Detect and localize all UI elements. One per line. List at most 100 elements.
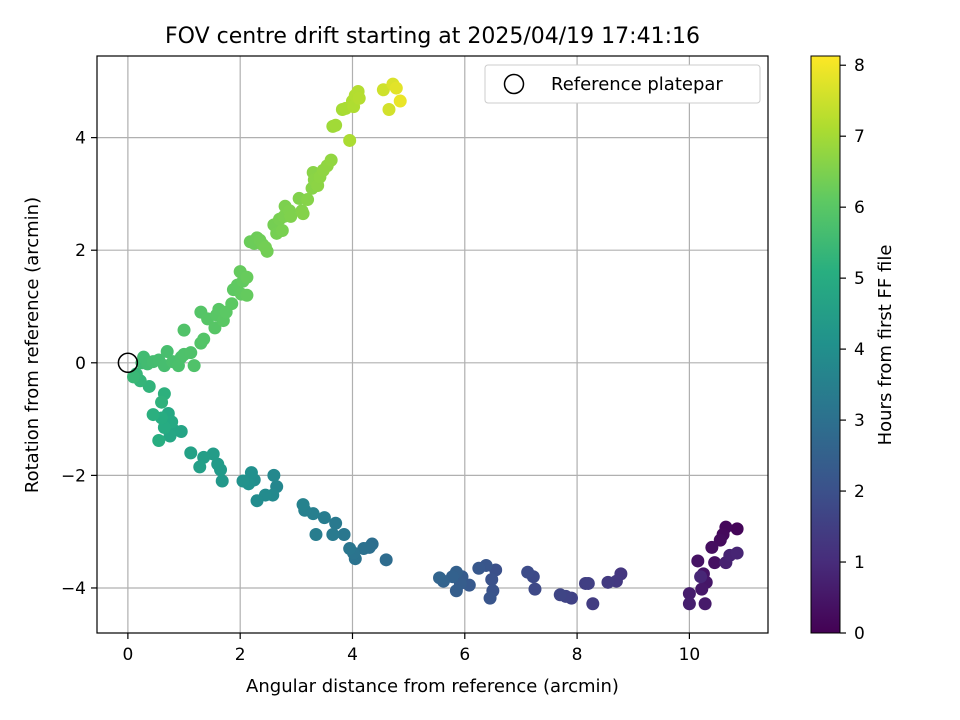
data-point bbox=[225, 297, 239, 311]
data-point bbox=[324, 153, 338, 167]
data-point bbox=[379, 553, 393, 567]
data-point bbox=[730, 546, 744, 560]
data-point bbox=[376, 83, 390, 97]
data-point bbox=[240, 288, 254, 302]
colorbar-tick-label: 8 bbox=[854, 56, 865, 76]
data-point bbox=[146, 408, 160, 422]
colorbar-tick-label: 3 bbox=[854, 411, 865, 431]
data-point bbox=[326, 527, 340, 541]
data-point bbox=[258, 240, 272, 254]
data-point bbox=[389, 81, 403, 95]
colorbar-tick-label: 6 bbox=[854, 198, 865, 218]
colorbar-gradient bbox=[810, 55, 841, 634]
colorbar-label: Hours from first FF file bbox=[875, 245, 896, 446]
plot-frame bbox=[96, 55, 769, 634]
data-point bbox=[472, 561, 486, 575]
data-point bbox=[485, 573, 499, 587]
data-point bbox=[691, 554, 705, 568]
data-point bbox=[730, 522, 744, 536]
data-point bbox=[211, 457, 225, 471]
y-tick-label: −2 bbox=[61, 466, 86, 486]
data-point bbox=[528, 582, 542, 596]
data-point bbox=[208, 321, 222, 335]
data-point bbox=[705, 540, 719, 554]
colorbar: 0 1 2 3 4 5 6 7 8 Hours from first FF file bbox=[810, 55, 896, 644]
grid bbox=[97, 56, 768, 633]
data-point bbox=[296, 207, 310, 221]
data-point bbox=[601, 575, 615, 589]
colorbar-tick-label: 5 bbox=[854, 269, 865, 289]
data-point bbox=[698, 597, 712, 611]
data-point bbox=[184, 446, 198, 460]
data-point bbox=[317, 511, 331, 525]
x-tick-label: 10 bbox=[679, 645, 701, 665]
data-point bbox=[275, 224, 289, 238]
x-tick-label: 2 bbox=[235, 645, 246, 665]
data-point bbox=[586, 597, 600, 611]
colorbar-tick-label: 0 bbox=[854, 624, 865, 644]
data-point bbox=[236, 474, 250, 488]
x-tick-label: 0 bbox=[122, 645, 133, 665]
data-point bbox=[357, 542, 371, 556]
data-point bbox=[713, 533, 727, 547]
x-tick-label: 4 bbox=[347, 645, 358, 665]
data-point bbox=[682, 587, 696, 601]
data-point bbox=[694, 570, 708, 584]
x-tick-label: 8 bbox=[572, 645, 583, 665]
data-point bbox=[250, 494, 264, 508]
data-point bbox=[152, 433, 166, 447]
scatter-points bbox=[126, 77, 744, 611]
colorbar-ticks: 0 1 2 3 4 5 6 7 8 bbox=[840, 56, 865, 644]
data-point bbox=[343, 542, 357, 556]
y-axis-label: Rotation from reference (arcmin) bbox=[22, 197, 43, 493]
data-point bbox=[352, 91, 366, 105]
data-point bbox=[393, 94, 407, 108]
legend-marker bbox=[503, 73, 525, 95]
data-point bbox=[483, 591, 497, 605]
data-point bbox=[193, 460, 207, 474]
colorbar-tick-label: 7 bbox=[854, 127, 865, 147]
data-point bbox=[197, 332, 211, 346]
data-point bbox=[177, 323, 191, 337]
data-point bbox=[240, 270, 254, 284]
data-point bbox=[267, 468, 281, 482]
data-point bbox=[682, 597, 696, 611]
legend-box bbox=[484, 64, 761, 104]
y-axis-ticks: −4 −2 0 2 4 bbox=[61, 129, 97, 599]
x-tick-label: 6 bbox=[459, 645, 470, 665]
data-point bbox=[215, 474, 229, 488]
data-point bbox=[329, 516, 343, 530]
reference-marker bbox=[117, 352, 139, 374]
data-point bbox=[337, 527, 351, 541]
data-point bbox=[155, 395, 169, 409]
data-point bbox=[296, 498, 310, 512]
data-point bbox=[187, 359, 201, 373]
y-tick-label: −4 bbox=[61, 579, 86, 599]
colorbar-tick-label: 1 bbox=[854, 553, 865, 573]
y-tick-label: 0 bbox=[75, 354, 86, 374]
data-point bbox=[184, 346, 198, 360]
x-axis-label: Angular distance from reference (arcmin) bbox=[246, 676, 619, 697]
data-point bbox=[581, 576, 595, 590]
data-point bbox=[244, 466, 258, 480]
legend: Reference platepar bbox=[484, 64, 761, 104]
x-axis-ticks: 0 2 4 6 8 10 bbox=[122, 633, 700, 665]
data-point bbox=[301, 193, 315, 207]
data-point bbox=[343, 133, 357, 147]
data-point bbox=[309, 527, 323, 541]
chart-title: FOV centre drift starting at 2025/04/19 … bbox=[165, 24, 700, 49]
data-point bbox=[695, 582, 709, 596]
data-point bbox=[329, 118, 343, 132]
y-tick-label: 4 bbox=[75, 129, 86, 149]
colorbar-tick-label: 2 bbox=[854, 482, 865, 502]
data-point bbox=[449, 584, 463, 598]
data-point bbox=[126, 370, 140, 384]
data-point bbox=[160, 345, 174, 359]
legend-label: Reference platepar bbox=[551, 74, 723, 95]
colorbar-tick-label: 4 bbox=[854, 340, 865, 360]
data-point bbox=[284, 209, 298, 223]
y-tick-label: 2 bbox=[75, 241, 86, 261]
data-point bbox=[708, 556, 722, 570]
data-point bbox=[521, 565, 535, 579]
